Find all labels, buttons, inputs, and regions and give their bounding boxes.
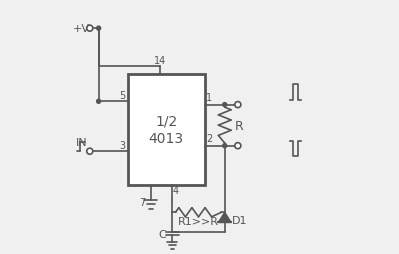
Circle shape [87,26,93,32]
Text: 2: 2 [206,134,212,144]
Circle shape [223,103,227,107]
Text: +V: +V [73,24,90,34]
Text: R1>>R: R1>>R [178,216,219,226]
Circle shape [87,149,93,155]
Text: R: R [235,119,243,132]
Text: D1: D1 [232,215,248,225]
Text: 4: 4 [173,185,179,195]
Text: IN: IN [76,138,87,148]
Circle shape [97,100,101,104]
Text: 1/2: 1/2 [155,114,177,128]
Circle shape [97,27,101,31]
Text: 14: 14 [154,55,166,65]
Polygon shape [218,212,231,223]
Text: 4013: 4013 [148,131,184,145]
Text: 3: 3 [120,140,126,150]
Circle shape [223,144,227,148]
Text: 1: 1 [206,93,212,103]
Circle shape [235,143,241,149]
Text: 5: 5 [119,91,126,101]
Circle shape [235,102,241,108]
Text: C: C [158,229,166,239]
FancyBboxPatch shape [128,74,205,185]
Text: 7: 7 [139,197,145,207]
